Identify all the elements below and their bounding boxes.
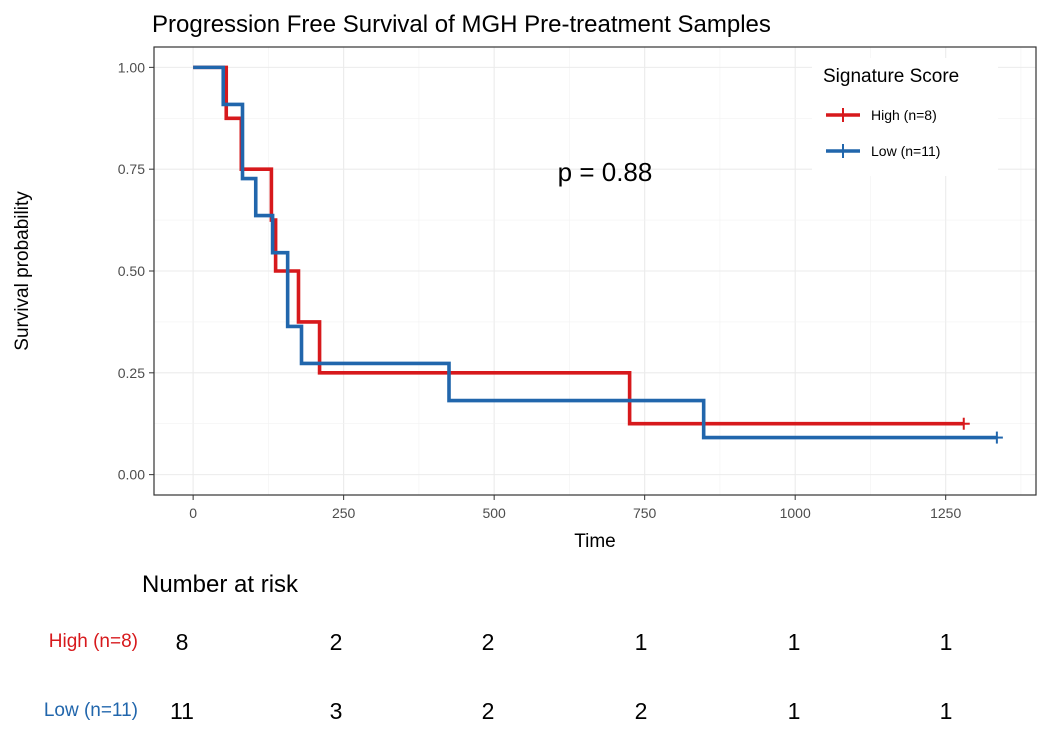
y-axis-ticks: 0.00 0.25 0.50 0.75 1.00 bbox=[118, 59, 154, 483]
survival-curves bbox=[193, 65, 1003, 444]
risk-row: Low (n=11) 11 3 2 2 1 1 bbox=[44, 698, 953, 724]
risk-value: 1 bbox=[788, 629, 801, 655]
y-tick-label: 0.00 bbox=[118, 467, 145, 483]
x-tick-label: 750 bbox=[633, 505, 657, 521]
survival-curve-high bbox=[193, 65, 964, 426]
y-tick-label: 0.75 bbox=[118, 161, 145, 177]
risk-row-label: Low (n=11) bbox=[44, 700, 138, 721]
x-axis-ticks: 0 250 500 750 1000 1250 bbox=[189, 495, 961, 521]
legend-label: Low (n=11) bbox=[871, 143, 940, 159]
x-tick-label: 0 bbox=[189, 505, 197, 521]
y-tick-label: 0.50 bbox=[118, 263, 145, 279]
risk-row-label: High (n=8) bbox=[49, 631, 138, 652]
risk-value: 2 bbox=[482, 698, 495, 724]
censor-mark bbox=[957, 417, 970, 430]
legend-title: Signature Score bbox=[823, 66, 959, 87]
survival-curve-low bbox=[193, 65, 997, 440]
risk-value: 8 bbox=[176, 629, 189, 655]
legend: Signature Score High (n=8) Low (n=11) bbox=[812, 58, 998, 176]
censor-mark bbox=[990, 431, 1003, 444]
risk-value: 1 bbox=[940, 698, 953, 724]
x-tick-label: 1250 bbox=[930, 505, 961, 521]
risk-value: 11 bbox=[170, 698, 194, 724]
chart-title: Progression Free Survival of MGH Pre-tre… bbox=[152, 11, 771, 38]
risk-row: High (n=8) 8 2 2 1 1 1 bbox=[49, 629, 953, 655]
x-tick-label: 250 bbox=[332, 505, 356, 521]
risk-value: 2 bbox=[635, 698, 648, 724]
legend-item: High (n=8) bbox=[826, 107, 937, 123]
x-tick-label: 1000 bbox=[780, 505, 811, 521]
legend-item: Low (n=11) bbox=[826, 143, 940, 159]
risk-value: 1 bbox=[788, 698, 801, 724]
legend-items: High (n=8) Low (n=11) bbox=[826, 107, 940, 159]
risk-value: 1 bbox=[635, 629, 648, 655]
y-axis-title: Survival probability bbox=[12, 191, 33, 351]
risk-value: 2 bbox=[330, 629, 343, 655]
p-value-annotation: p = 0.88 bbox=[558, 157, 653, 187]
risk-value: 3 bbox=[330, 698, 343, 724]
risk-value: 2 bbox=[482, 629, 495, 655]
risk-table-title: Number at risk bbox=[142, 571, 299, 598]
x-axis-title: Time bbox=[574, 531, 616, 552]
y-tick-label: 0.25 bbox=[118, 365, 145, 381]
legend-label: High (n=8) bbox=[871, 107, 937, 123]
x-tick-label: 500 bbox=[482, 505, 506, 521]
risk-value: 1 bbox=[940, 629, 953, 655]
y-tick-label: 1.00 bbox=[118, 59, 145, 75]
